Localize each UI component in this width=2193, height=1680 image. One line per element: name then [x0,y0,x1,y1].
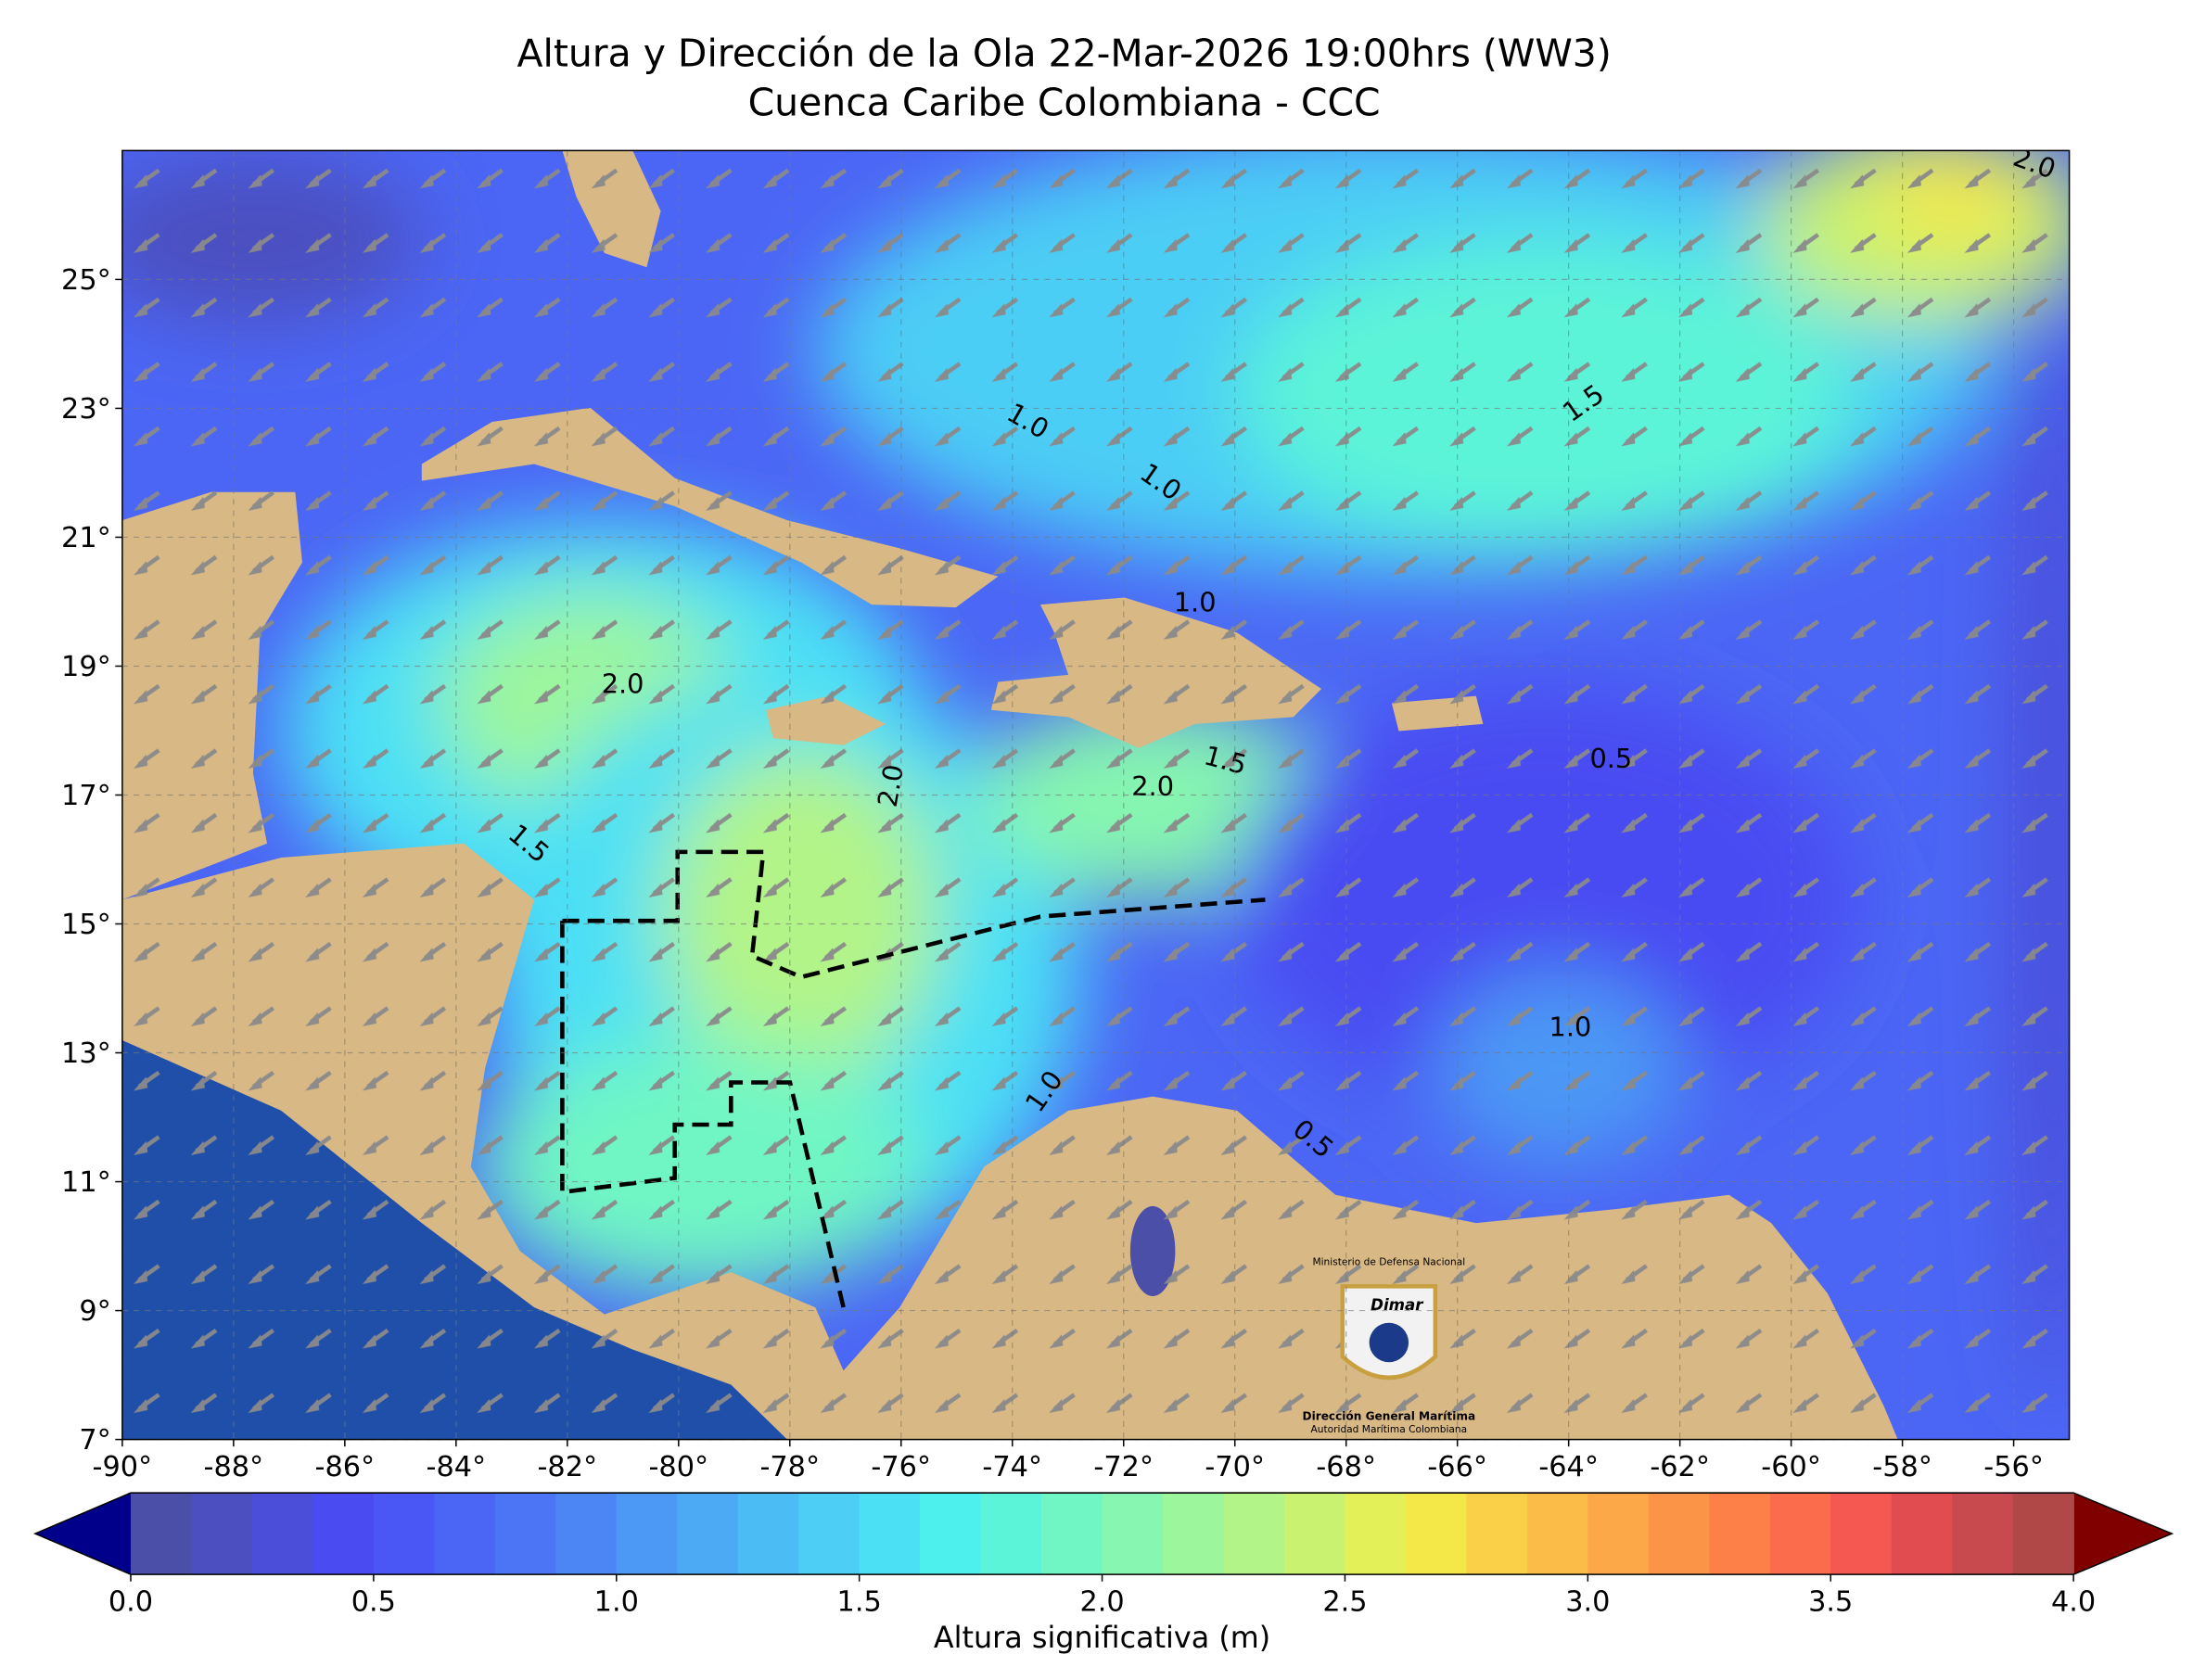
colorbar-bin [251,1493,314,1575]
colorbar-tick-label: 2.0 [1079,1586,1124,1619]
colorbar-tick-label: 4.0 [2051,1586,2096,1619]
colorbar-tick-label: 1.5 [837,1586,882,1619]
colorbar-bin [798,1493,861,1575]
colorbar-bin [1709,1493,1771,1575]
colorbar-bin [1830,1493,1893,1575]
map-title: Altura y Dirección de la Ola 22-Mar-2026… [516,31,1611,75]
x-tick-label: -62° [1650,1451,1710,1483]
colorbar-tick-label: 0.0 [108,1586,153,1619]
colorbar-bin [1405,1493,1468,1575]
x-tick-label: -76° [871,1451,931,1483]
x-tick-label: -68° [1316,1451,1376,1483]
y-tick-label: 23° [61,393,111,426]
colorbar-bin [1769,1493,1832,1575]
y-tick-label: 25° [61,264,111,297]
x-tick-label: -72° [1093,1451,1154,1483]
x-tick-label: -66° [1427,1451,1487,1483]
colorbar-tick-label: 0.5 [351,1586,396,1619]
contour-labels: 2.0 2.0 2.0 1.5 1.5 1.5 1.0 1.0 1.0 1.0 … [503,150,2059,1164]
colorbar-bin [1041,1493,1103,1575]
y-tick-label: 21° [61,522,111,554]
colorbar-bin [1283,1493,1346,1575]
y-tick-label: 7° [79,1424,110,1457]
y-tick-label: 13° [61,1037,111,1070]
logo-name: Dirección General Marítima [1303,1409,1476,1422]
x-tick-label: -74° [982,1451,1042,1483]
colorbar-bin [920,1493,982,1575]
colorbar-tick-label: 3.5 [1808,1586,1853,1619]
colorbar-bin [191,1493,253,1575]
maritime-boundary [560,849,1266,1308]
colorbar-bin [312,1493,375,1575]
colorbar-bin [1648,1493,1711,1575]
colorbar-bin [1163,1493,1225,1575]
colorbar-bin [1466,1493,1528,1575]
colorbar-bin [1526,1493,1589,1575]
colorbar-bin [1952,1493,2014,1575]
colorbar-bin [677,1493,739,1575]
colorbar-tick-label: 2.5 [1322,1586,1367,1619]
x-tick-label: -70° [1205,1451,1265,1483]
x-tick-label: -78° [759,1451,820,1483]
x-tick-label: -88° [204,1451,264,1483]
x-tick-label: -64° [1538,1451,1599,1483]
colorbar-bin [1102,1493,1164,1575]
colorbar-over [2073,1493,2173,1575]
y-tick-label: 19° [61,651,111,683]
x-tick-label: -80° [648,1451,708,1483]
contour-label: 1.0 [1549,1011,1592,1042]
colorbar-bin [373,1493,436,1575]
colorbar-bin [1345,1493,1407,1575]
colorbar-under [34,1493,131,1575]
contour-label: 2.0 [872,762,910,809]
x-tick-label: -82° [537,1451,597,1483]
y-tick-label: 9° [79,1295,110,1328]
colorbar-bin [494,1493,557,1575]
map-area: 2.0 2.0 2.0 1.5 1.5 1.5 1.0 1.0 1.0 1.0 … [121,150,2070,1440]
colorbar-bin [130,1493,193,1575]
colorbar-bin [1891,1493,1953,1575]
colorbar-bin [434,1493,496,1575]
y-tick-label: 11° [61,1166,111,1199]
colorbar-label: Altura significativa (m) [934,1620,1270,1655]
colorbar-bin [980,1493,1042,1575]
colorbar-bin [616,1493,679,1575]
contour-label: 0.5 [1589,743,1632,774]
x-tick-label: -86° [315,1451,376,1483]
colorbar-bin [1587,1493,1650,1575]
y-tick-label: 15° [61,909,111,941]
x-tick-label: -58° [1872,1451,1932,1483]
colorbar-bin [737,1493,799,1575]
logo-tagline: Autoridad Marítima Colombiana [1311,1423,1468,1435]
logo-emblem [1369,1322,1409,1363]
logo-ministry: Ministerio de Defensa Nacional [1312,1256,1465,1268]
colorbar-bin [2012,1493,2074,1575]
colorbar-bin [555,1493,618,1575]
x-tick-label: -56° [1983,1451,2044,1483]
logo: Ministerio de Defensa Nacional Dimar Dir… [1303,1256,1476,1435]
y-tick-label: 17° [61,780,111,812]
colorbar-bin [859,1493,921,1575]
colorbar-bin [1223,1493,1285,1575]
x-tick-label: -60° [1761,1451,1821,1483]
map-subtitle: Cuenca Caribe Colombiana - CCC [748,80,1381,124]
contour-label: 1.0 [1174,587,1217,618]
contour-label: 2.0 [1131,770,1174,802]
x-tick-label: -90° [93,1451,153,1483]
x-tick-label: -84° [427,1451,487,1483]
colorbar-tick-label: 1.0 [594,1586,639,1619]
logo-brand: Dimar [1371,1296,1424,1314]
contour-label: 2.0 [602,668,644,700]
colorbar-tick-label: 3.0 [1565,1586,1610,1619]
